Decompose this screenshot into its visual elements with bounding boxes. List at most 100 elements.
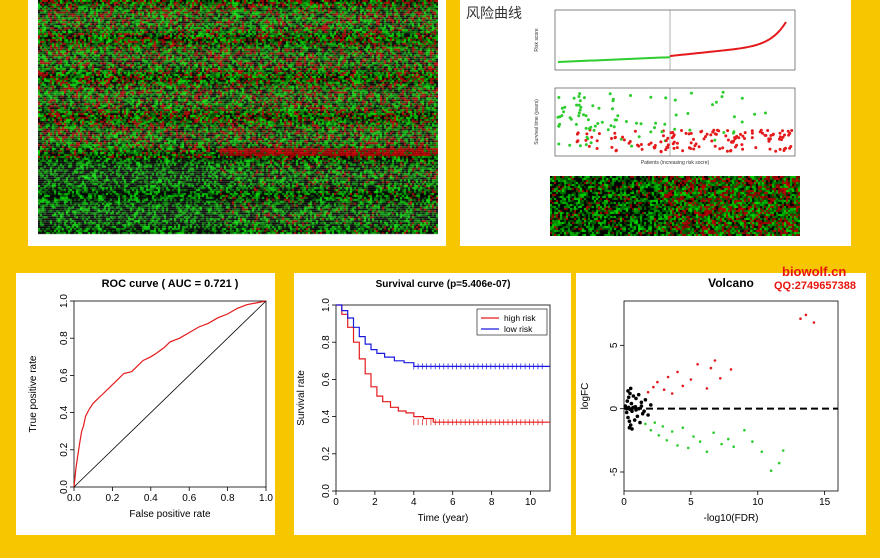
dead-patient-point (684, 131, 688, 135)
alive-patient-point (586, 118, 590, 122)
dead-patient-point (694, 142, 698, 146)
ns-point (624, 410, 629, 415)
up-point (689, 378, 693, 381)
down-point (760, 450, 764, 453)
y-tick-label: 0 (609, 405, 620, 411)
down-point (649, 428, 653, 432)
roc-curve-line (73, 300, 267, 488)
legend-label: high risk (504, 313, 536, 323)
dead-patient-point (759, 128, 763, 132)
survival-chart: Survival curve (p=5.406e-07) 0 2 4 6 8 10 0.0 0.… (296, 279, 551, 524)
dead-patient-point (664, 148, 668, 152)
x-tick-label: 4 (411, 497, 417, 508)
dead-patient-point (781, 135, 785, 139)
down-point (657, 434, 661, 437)
dead-patient-point (689, 131, 693, 135)
dead-patient-point (718, 147, 722, 151)
alive-patient-point (635, 121, 638, 125)
x-tick-label: 15 (819, 497, 831, 508)
dead-patient-point (669, 131, 673, 135)
alive-patient-point (591, 104, 595, 108)
x-axis-label: -log10(FDR) (703, 513, 758, 524)
dead-patient-point (700, 129, 704, 133)
dead-patient-point (689, 141, 693, 145)
alive-patient-point (584, 114, 588, 118)
dead-patient-point (743, 137, 746, 140)
dead-patient-point (639, 143, 643, 146)
dead-patient-point (730, 140, 734, 144)
y-tick-label: 0.8 (321, 335, 332, 349)
dead-patient-point (743, 131, 747, 135)
alive-patient-point (584, 126, 588, 130)
up-point (812, 321, 816, 324)
up-point (681, 384, 685, 388)
ns-point (639, 404, 644, 408)
alive-patient-point (579, 105, 583, 109)
down-point (665, 439, 669, 442)
ns-point (634, 408, 638, 412)
alive-patient-point (575, 103, 579, 107)
alive-patient-point (639, 122, 643, 126)
ns-point (631, 394, 636, 398)
dead-patient-point (705, 132, 709, 136)
up-point (709, 366, 713, 370)
alive-patient-point (578, 144, 582, 148)
dead-patient-point (622, 138, 626, 142)
ns-point (638, 420, 642, 425)
risk-score-ylabel: Risk score (534, 28, 540, 52)
dead-patient-point (764, 134, 768, 137)
y-tick-label: 0.6 (59, 368, 70, 382)
risk-gene-heatmap (550, 176, 800, 236)
x-tick-label: 0.2 (105, 493, 119, 504)
dead-patient-point (653, 145, 657, 149)
alive-patient-point (596, 122, 600, 125)
low-risk-curve (336, 304, 550, 367)
ns-point (636, 406, 641, 411)
dead-patient-point (712, 128, 716, 132)
alive-patient-point (557, 96, 561, 99)
down-point (769, 469, 773, 472)
up-point (676, 370, 679, 374)
dead-patient-point (709, 133, 713, 137)
alive-patient-point (688, 128, 692, 132)
dead-patient-point (725, 149, 729, 153)
x-axis-label: Time (year) (418, 513, 469, 524)
dead-patient-point (610, 137, 613, 140)
dead-patient-point (774, 149, 778, 153)
alive-patient-point (568, 143, 572, 147)
dead-patient-point (614, 148, 618, 152)
dead-patient-point (790, 129, 794, 132)
up-point (713, 359, 717, 362)
x-tick-label: 5 (688, 497, 694, 508)
dead-patient-point (692, 137, 695, 141)
alive-patient-point (572, 96, 576, 100)
dead-patient-point (628, 140, 632, 143)
alive-patient-point (624, 120, 628, 123)
y-tick-label: 5 (609, 342, 620, 348)
x-tick-label: 1.0 (259, 493, 273, 504)
dead-patient-point (662, 134, 665, 138)
x-tick-label: 0 (621, 497, 627, 508)
dead-patient-point (778, 135, 782, 139)
ns-point (634, 396, 638, 401)
alive-patient-point (563, 105, 567, 109)
alive-patient-point (629, 94, 632, 97)
dead-patient-point (597, 132, 601, 136)
dead-patient-point (692, 147, 696, 151)
dead-patient-point (771, 132, 775, 136)
dead-patient-point (666, 136, 670, 140)
alive-patient-point (654, 121, 658, 125)
dead-patient-point (782, 149, 786, 152)
y-tick-label: 1.0 (321, 298, 332, 312)
down-point (686, 446, 690, 450)
alive-patient-point (608, 92, 612, 96)
risk-curve-panel: 风险曲线 Risk score Patients (increasing risk… (460, 0, 851, 246)
down-point (670, 430, 674, 433)
ns-point (632, 418, 637, 422)
y-tick-label: 0.4 (321, 409, 332, 423)
ns-point (627, 419, 632, 424)
y-tick-label: 0.6 (321, 372, 332, 386)
alive-patient-point (577, 111, 581, 115)
y-axis-label: logFC (580, 383, 591, 410)
alive-patient-point (592, 128, 596, 132)
